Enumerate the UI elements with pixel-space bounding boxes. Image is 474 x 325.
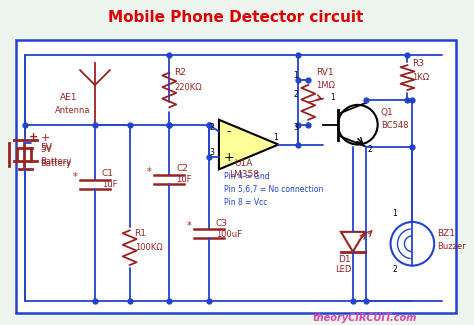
- Text: 1uF: 1uF: [176, 175, 192, 184]
- Text: 1KΩ: 1KΩ: [412, 72, 429, 82]
- Text: C3: C3: [216, 219, 228, 228]
- Text: Mobile Phone Detector circuit: Mobile Phone Detector circuit: [108, 10, 364, 25]
- Polygon shape: [219, 120, 278, 169]
- Text: 220KΩ: 220KΩ: [174, 83, 202, 92]
- Text: BC548: BC548: [381, 121, 408, 130]
- Text: 100KΩ: 100KΩ: [135, 243, 162, 252]
- Text: 2: 2: [392, 265, 397, 274]
- Text: Pin 8 = Vcc: Pin 8 = Vcc: [224, 198, 267, 207]
- Text: D1: D1: [338, 255, 351, 264]
- Text: *: *: [73, 172, 77, 182]
- Text: LM358: LM358: [229, 170, 259, 179]
- Text: theoryCIRCUIT.com: theoryCIRCUIT.com: [313, 313, 417, 323]
- Text: R1: R1: [135, 229, 146, 238]
- Text: LED: LED: [335, 265, 351, 274]
- Text: +: +: [29, 132, 38, 142]
- Text: R3: R3: [412, 59, 424, 68]
- Text: Q1: Q1: [381, 108, 393, 117]
- Text: BZ1: BZ1: [437, 229, 455, 238]
- Text: 1: 1: [330, 93, 335, 102]
- Polygon shape: [341, 232, 365, 252]
- Circle shape: [338, 105, 378, 145]
- Text: Antenna: Antenna: [55, 106, 91, 115]
- Text: *: *: [147, 167, 152, 177]
- Text: Pin 5,6,7 = No connection: Pin 5,6,7 = No connection: [224, 185, 323, 194]
- Text: C2: C2: [176, 164, 188, 173]
- Text: 3: 3: [209, 149, 214, 158]
- Text: 1uF: 1uF: [102, 180, 118, 189]
- Text: Battery: Battery: [40, 157, 72, 166]
- Text: C1: C1: [102, 169, 114, 178]
- Text: +: +: [40, 133, 50, 143]
- Text: AE1: AE1: [60, 93, 78, 102]
- Text: 1: 1: [392, 209, 397, 218]
- Text: +: +: [224, 151, 234, 164]
- Text: 5V: 5V: [40, 143, 52, 151]
- Circle shape: [391, 222, 434, 266]
- Text: 2: 2: [293, 90, 298, 99]
- Text: 2: 2: [368, 145, 373, 153]
- Text: 1: 1: [273, 133, 278, 142]
- Text: 5V: 5V: [40, 145, 52, 153]
- Text: 1MΩ: 1MΩ: [316, 81, 335, 90]
- Bar: [16, 40, 456, 313]
- Text: U1A: U1A: [234, 159, 252, 168]
- Text: 3: 3: [293, 123, 298, 132]
- Text: R2: R2: [174, 68, 186, 77]
- Text: -: -: [227, 125, 231, 138]
- Text: Pin 4 = Gnd: Pin 4 = Gnd: [224, 172, 270, 181]
- Text: 1: 1: [293, 71, 298, 80]
- Text: 2: 2: [209, 123, 214, 132]
- Text: Buzzer: Buzzer: [437, 242, 466, 251]
- Text: *: *: [187, 221, 191, 231]
- Text: Battery: Battery: [40, 159, 72, 168]
- Text: RV1: RV1: [316, 68, 334, 77]
- Text: 100uF: 100uF: [216, 230, 242, 239]
